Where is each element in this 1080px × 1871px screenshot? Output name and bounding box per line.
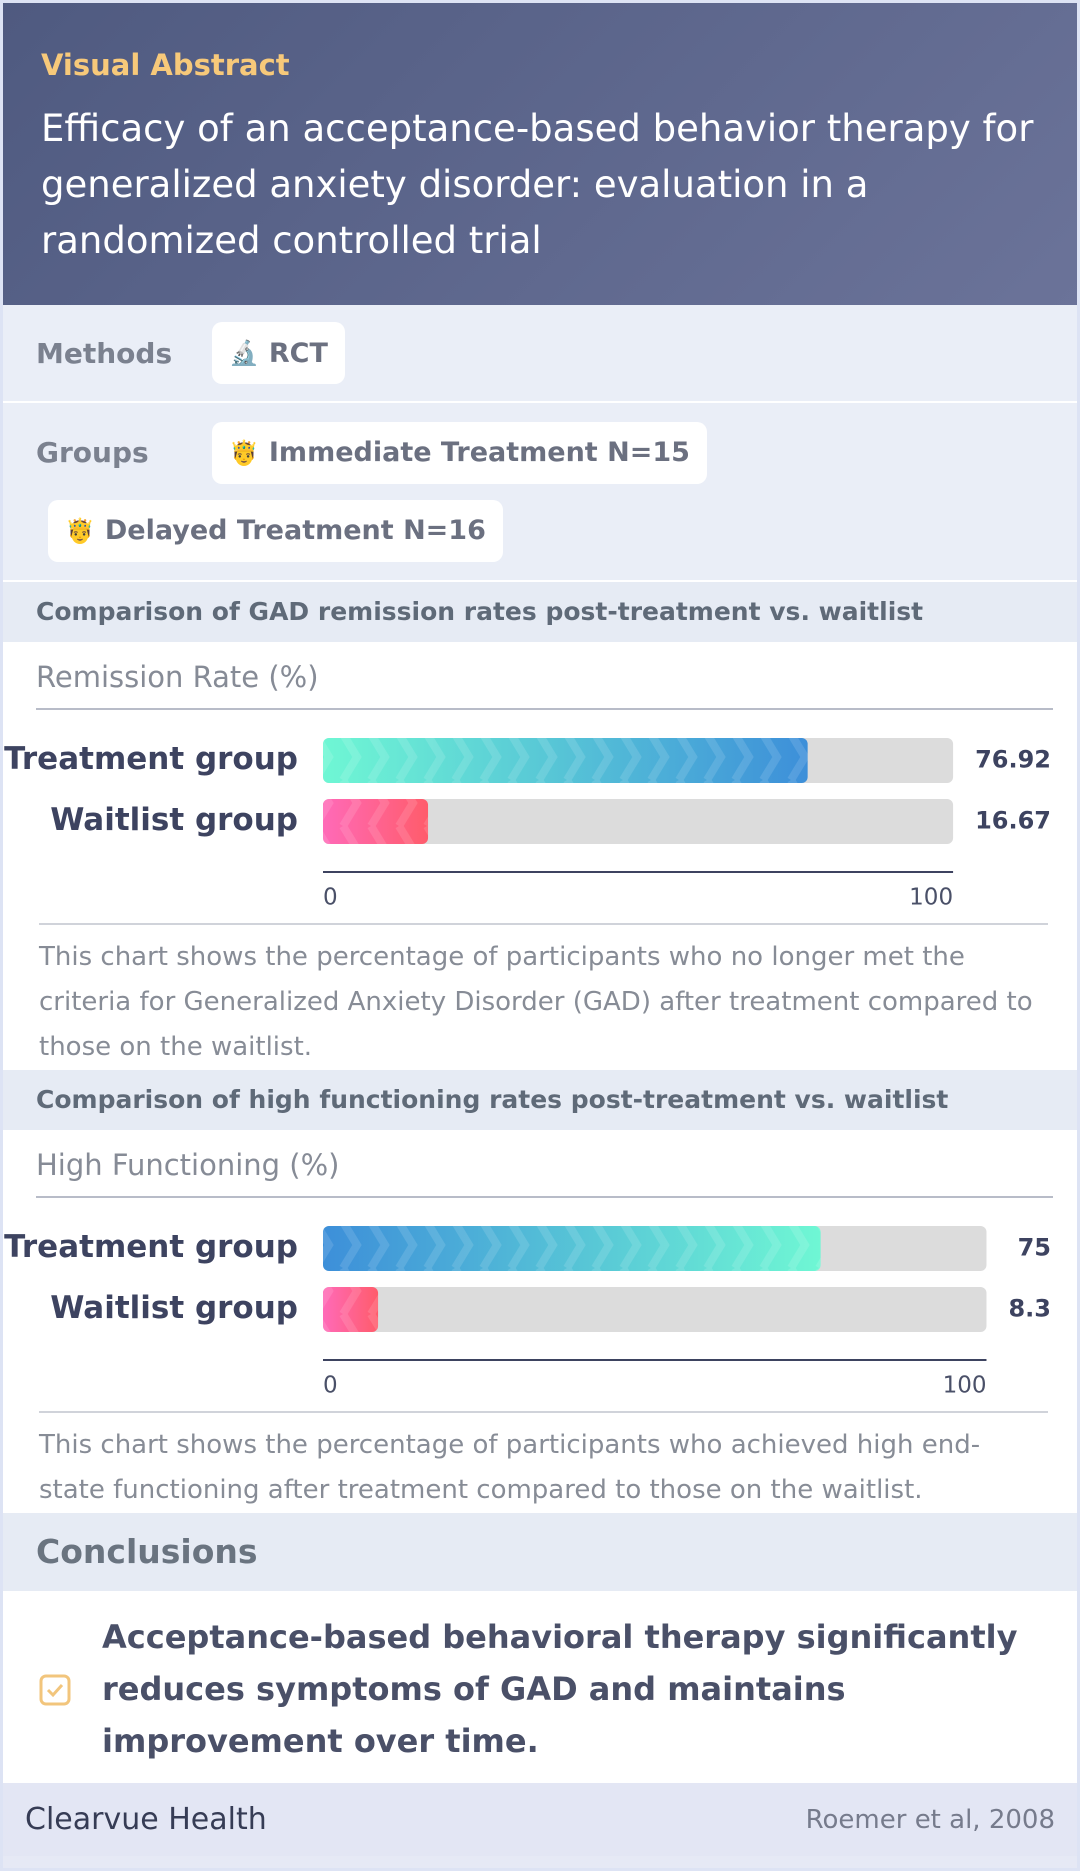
section-title: Comparison of GAD remission rates post-t…: [3, 582, 1077, 642]
value-label: 8.3: [1008, 1295, 1051, 1323]
bar-pattern: [323, 799, 429, 844]
methods-label: Methods: [36, 336, 173, 370]
bar-track: [323, 799, 954, 844]
x-tick-label: 100: [943, 1373, 987, 1399]
bar-pattern: [323, 738, 808, 783]
section-title: Comparison of high functioning rates pos…: [3, 1070, 1077, 1130]
chart-description: This chart shows the percentage of parti…: [39, 942, 1033, 1062]
value-label: 75: [1018, 1234, 1051, 1262]
category-label: Waitlist group: [50, 802, 298, 838]
conclusion-text: Acceptance-based behavioral therapy sign…: [102, 1618, 1018, 1760]
category-label: Treatment group: [4, 741, 298, 777]
bar-pattern: [323, 1226, 821, 1271]
conclusions: Acceptance-based behavioral therapy sign…: [3, 1591, 1077, 1783]
brand: Clearvue Health: [25, 1802, 267, 1837]
bar-pattern: [323, 1287, 379, 1332]
chart-svg: Remission Rate (%) 76.92 16.67 Treatment gr…: [4, 660, 1053, 925]
conclusions-title: Conclusions: [3, 1513, 1077, 1591]
header-title: Efficacy of an acceptance-based behavior…: [41, 107, 1034, 262]
method-chip: 🔬 RCT: [212, 322, 345, 384]
chip-icon: 🔬: [229, 339, 259, 367]
value-label: 16.67: [975, 807, 1051, 835]
x-tick-label: 0: [323, 1373, 338, 1399]
check-icon: [39, 1674, 71, 1706]
category-label: Treatment group: [4, 1229, 298, 1265]
chip-text: RCT: [268, 337, 328, 369]
group-chip: 🤴 Delayed Treatment N=16: [48, 499, 503, 562]
chart-title: High Functioning (%): [36, 1148, 339, 1182]
groups-label: Groups: [36, 436, 149, 469]
chart-description: This chart shows the percentage of parti…: [39, 1430, 981, 1505]
chip-icon: 🤴: [229, 438, 259, 467]
methods-row: Methods 🔬 RCT: [3, 305, 1077, 403]
citation: Roemer et al, 2008: [805, 1804, 1055, 1835]
footer: Clearvue Health Roemer et al, 2008: [3, 1783, 1077, 1856]
category-label: Waitlist group: [50, 1290, 298, 1326]
bar-track: [323, 1287, 987, 1332]
charts: Comparison of GAD remission rates post-t…: [3, 582, 1077, 1513]
header-label: Visual Abstract: [41, 48, 290, 82]
chart: Remission Rate (%) 76.92 16.67 Treatment gr…: [3, 642, 1077, 1070]
chip-text: Immediate Treatment N=15: [268, 437, 690, 468]
chip-icon: 🤴: [65, 516, 95, 545]
x-tick-label: 0: [323, 885, 338, 911]
groups-row: Groups 🤴 Immediate Treatment N=15 🤴 Delaye…: [3, 403, 1077, 582]
value-label: 76.92: [975, 746, 1051, 774]
header: Visual Abstract Efficacy of an acceptanc…: [3, 3, 1077, 305]
chip-text: Delayed Treatment N=16: [104, 515, 486, 546]
group-chip: 🤴 Immediate Treatment N=15: [212, 421, 707, 484]
chart-title: Remission Rate (%): [36, 660, 319, 694]
x-tick-label: 100: [909, 885, 953, 911]
chart-svg: High Functioning (%) 75 8.3 Treatment group…: [4, 1148, 1053, 1413]
chart: High Functioning (%) 75 8.3 Treatment group…: [3, 1130, 1077, 1513]
